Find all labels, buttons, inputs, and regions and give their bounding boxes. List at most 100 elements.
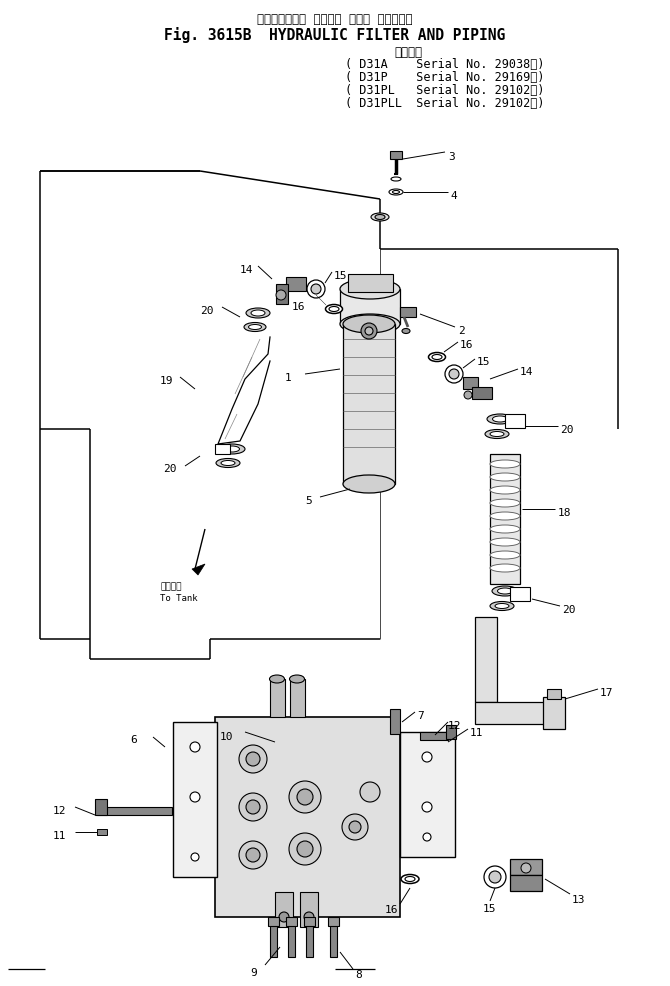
Bar (505, 414, 525, 429)
Bar (510, 588, 530, 601)
Text: 16: 16 (291, 302, 305, 312)
Bar (288, 925, 295, 957)
Circle shape (191, 853, 199, 861)
Bar (348, 275, 393, 293)
Ellipse shape (244, 323, 266, 332)
Ellipse shape (402, 329, 410, 334)
Text: 20: 20 (200, 306, 214, 316)
Text: ( D31A    Serial No. 29038～): ( D31A Serial No. 29038～) (345, 58, 545, 71)
Ellipse shape (221, 461, 235, 466)
Bar (270, 925, 277, 957)
Ellipse shape (498, 589, 513, 595)
Bar (340, 290, 400, 324)
Circle shape (307, 281, 325, 299)
Bar (400, 308, 416, 317)
Ellipse shape (219, 445, 245, 455)
Circle shape (521, 863, 531, 874)
Ellipse shape (492, 416, 507, 423)
Text: 9: 9 (250, 967, 257, 977)
Ellipse shape (490, 486, 520, 495)
Text: 6: 6 (130, 735, 137, 744)
Bar (547, 689, 561, 699)
Ellipse shape (490, 513, 520, 521)
Bar (390, 709, 400, 735)
Text: 適用号機: 適用号機 (394, 46, 422, 59)
Text: 4: 4 (450, 191, 457, 201)
Ellipse shape (405, 877, 415, 881)
Bar (510, 859, 542, 876)
Circle shape (464, 391, 472, 399)
Ellipse shape (490, 500, 520, 508)
Ellipse shape (224, 447, 239, 453)
Text: 15: 15 (334, 271, 348, 281)
Ellipse shape (340, 315, 400, 334)
Circle shape (190, 792, 200, 803)
Circle shape (279, 912, 289, 922)
Text: 20: 20 (562, 604, 576, 614)
Bar (475, 702, 550, 725)
Bar (475, 617, 497, 702)
Text: ( D31PL   Serial No. 29102～): ( D31PL Serial No. 29102～) (345, 84, 545, 97)
Bar (472, 387, 492, 399)
Ellipse shape (490, 460, 520, 468)
Ellipse shape (401, 875, 419, 883)
Circle shape (489, 871, 501, 883)
Circle shape (297, 789, 313, 806)
Circle shape (190, 742, 200, 752)
Ellipse shape (246, 309, 270, 318)
Text: 12: 12 (448, 720, 462, 731)
Circle shape (289, 781, 321, 813)
Text: 14: 14 (520, 367, 533, 377)
Circle shape (361, 323, 377, 339)
Circle shape (297, 841, 313, 857)
Circle shape (239, 745, 267, 773)
Text: 19: 19 (160, 376, 174, 386)
Text: To Tank: To Tank (160, 594, 198, 602)
Bar (390, 152, 402, 160)
Bar (463, 378, 478, 389)
Ellipse shape (432, 355, 442, 360)
Bar (275, 892, 293, 927)
Bar (173, 723, 217, 878)
Bar (215, 445, 230, 455)
Ellipse shape (269, 675, 285, 683)
Bar (420, 733, 448, 740)
Text: 5: 5 (305, 496, 312, 506)
Ellipse shape (375, 215, 385, 220)
Text: 17: 17 (600, 687, 614, 697)
Text: 18: 18 (558, 508, 572, 518)
Text: 12: 12 (53, 806, 66, 815)
Circle shape (445, 366, 463, 384)
Ellipse shape (343, 475, 395, 494)
Circle shape (342, 814, 368, 840)
Text: 16: 16 (460, 339, 474, 350)
Ellipse shape (340, 280, 400, 300)
Ellipse shape (490, 473, 520, 481)
Text: ( D31P    Serial No. 29169～): ( D31P Serial No. 29169～) (345, 71, 545, 84)
Circle shape (422, 752, 432, 762)
Circle shape (304, 912, 314, 922)
Ellipse shape (393, 191, 399, 194)
Circle shape (311, 285, 321, 295)
Bar (286, 917, 297, 926)
Bar (446, 726, 456, 740)
Bar (286, 278, 306, 292)
Bar (215, 717, 400, 917)
Bar (304, 917, 315, 926)
Circle shape (246, 848, 260, 862)
Text: 11: 11 (53, 830, 66, 840)
Circle shape (360, 782, 380, 803)
Ellipse shape (389, 190, 403, 196)
Text: 1: 1 (285, 373, 291, 383)
Text: 7: 7 (417, 710, 423, 720)
Text: 10: 10 (220, 732, 234, 741)
Polygon shape (192, 564, 205, 576)
Ellipse shape (490, 564, 520, 573)
Ellipse shape (329, 308, 339, 313)
Bar (510, 876, 542, 891)
Bar (95, 800, 107, 815)
Ellipse shape (216, 459, 240, 468)
Circle shape (422, 803, 432, 812)
Text: 2: 2 (458, 325, 465, 335)
Ellipse shape (429, 353, 446, 362)
